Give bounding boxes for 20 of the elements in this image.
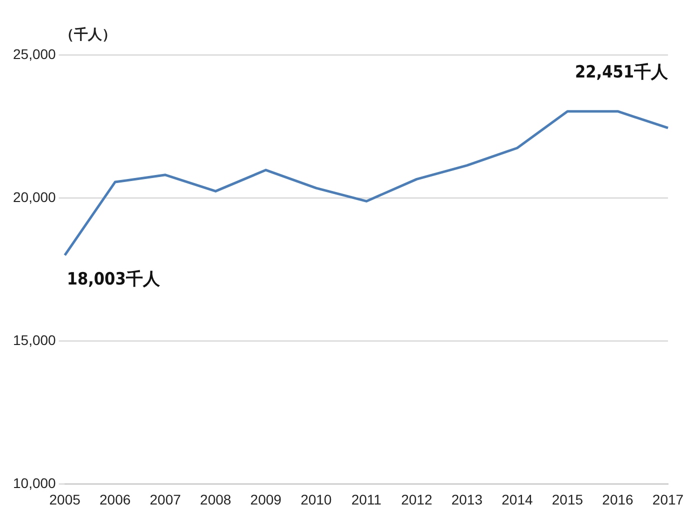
x-tick-label: 2008 xyxy=(200,491,232,508)
x-tick-label: 2010 xyxy=(300,491,332,508)
x-tick-label: 2017 xyxy=(652,491,684,508)
y-tick-label: 20,000 xyxy=(12,188,56,205)
x-tick-label: 2016 xyxy=(602,491,634,508)
annotation: 18,003千人 xyxy=(66,270,161,290)
x-tick-label: 2015 xyxy=(552,491,584,508)
y-tick-label: 25,000 xyxy=(12,46,56,62)
annotation: 22,451千人 xyxy=(574,62,669,82)
x-tick-label: 2006 xyxy=(100,491,131,508)
x-tick-label: 2011 xyxy=(351,491,382,508)
x-tick-label: 2013 xyxy=(451,491,483,508)
y-axis-title: （千人） xyxy=(60,26,116,44)
x-tick-label: 2012 xyxy=(401,491,432,508)
x-tick-label: 2014 xyxy=(502,491,533,508)
x-tick-label: 2005 xyxy=(49,491,81,508)
y-tick-label: 15,000 xyxy=(12,332,56,348)
y-tick-label: 10,000 xyxy=(12,475,56,492)
x-tick-label: 2007 xyxy=(150,491,182,508)
x-tick-label: 2009 xyxy=(250,491,282,508)
